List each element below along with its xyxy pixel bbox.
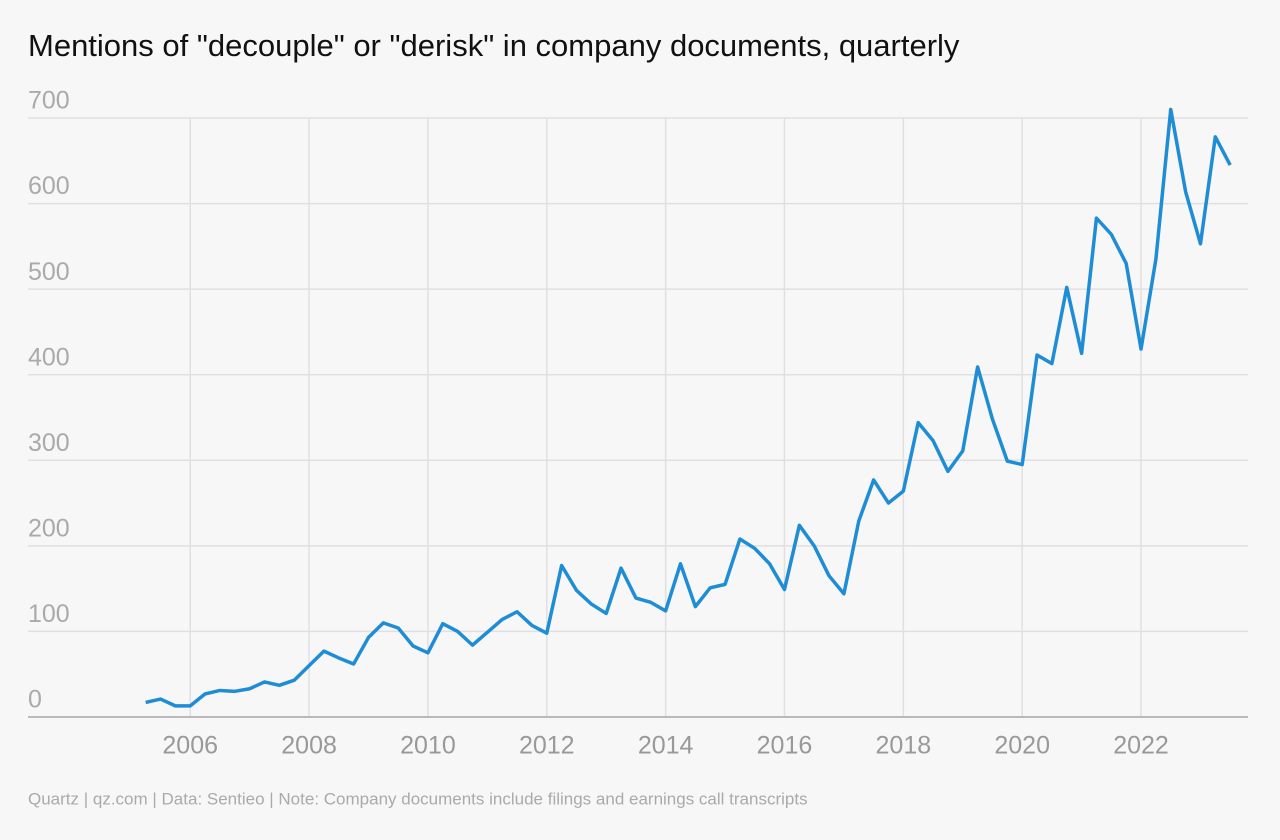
x-tick-label: 2020 (994, 732, 1050, 760)
y-tick-label: 200 (28, 514, 70, 542)
y-tick-label: 600 (28, 172, 70, 200)
x-tick-label: 2018 (876, 732, 932, 760)
source-note: Quartz | qz.com | Data: Sentieo | Note: … (28, 789, 808, 808)
x-tick-label: 2010 (400, 732, 456, 760)
y-tick-label: 400 (28, 343, 70, 371)
chart-title: Mentions of "decouple" or "derisk" in co… (28, 28, 960, 63)
x-tick-label: 2006 (162, 732, 218, 760)
y-tick-label: 700 (28, 87, 70, 115)
x-tick-label: 2012 (519, 732, 575, 760)
y-tick-label: 500 (28, 258, 70, 286)
x-tick-label: 2016 (757, 732, 813, 760)
x-tick-label: 2008 (281, 732, 337, 760)
y-tick-label: 300 (28, 429, 70, 457)
x-tick-label: 2022 (1113, 732, 1169, 760)
y-tick-label: 100 (28, 600, 70, 628)
x-tick-label: 2014 (638, 732, 694, 760)
y-tick-label: 0 (28, 686, 42, 714)
line (145, 107, 1232, 708)
